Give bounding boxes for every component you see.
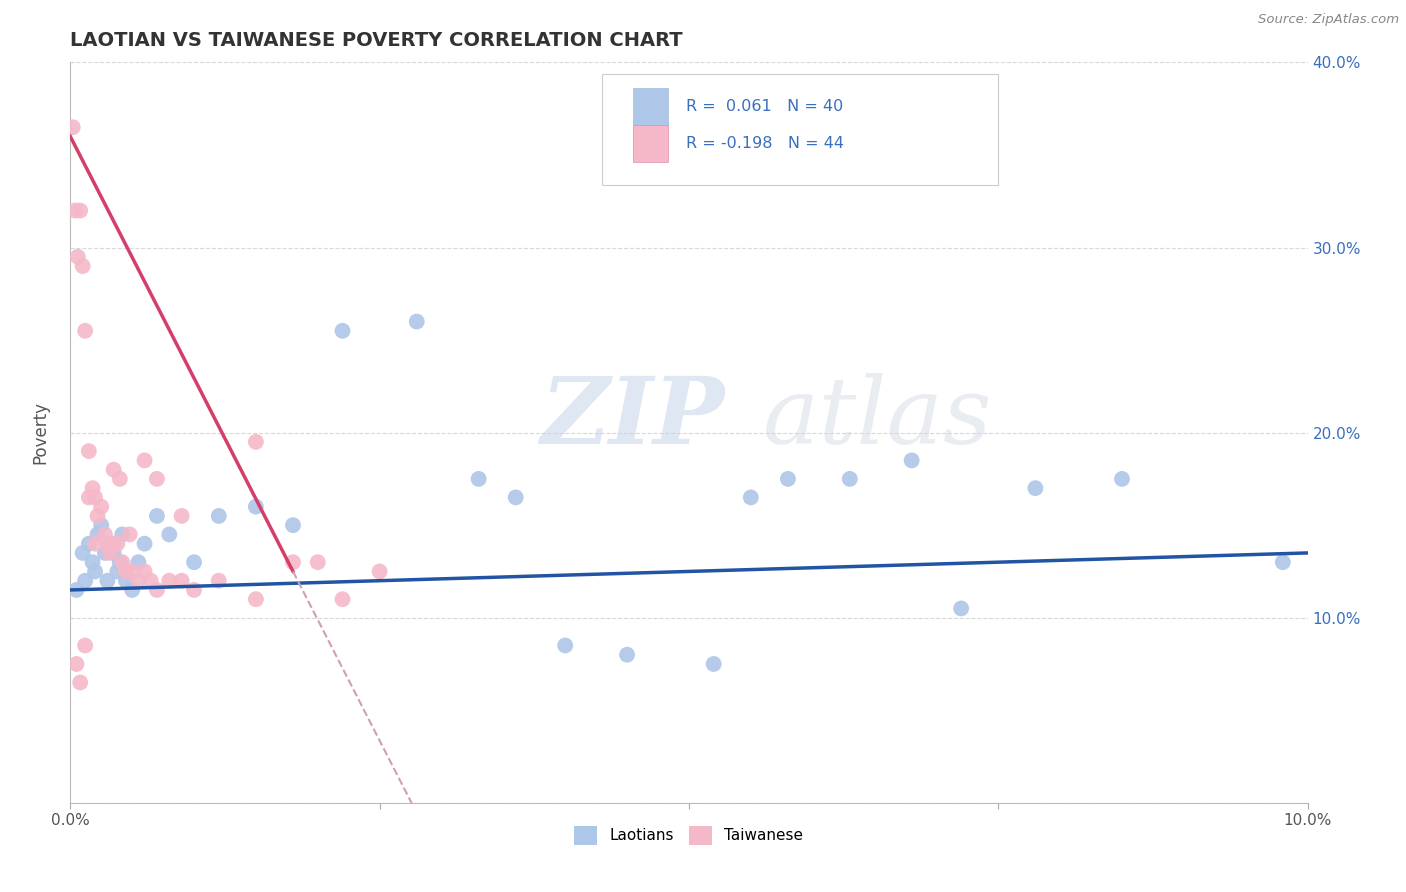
Point [62,120,84,135]
Point [134,536,156,550]
Point [94,546,117,560]
Point [77,444,100,458]
Text: atlas: atlas [763,373,993,463]
Point [82,481,104,495]
Point [776,472,799,486]
Point [75,639,97,653]
Point [245,592,267,607]
Point [703,657,725,671]
Point [139,574,162,588]
Point [69,675,91,690]
Point [111,555,134,569]
FancyBboxPatch shape [602,73,998,185]
Point [69,203,91,218]
Point [90,518,112,533]
Point [98,546,121,560]
Point [183,555,205,569]
Point [65,203,87,218]
Point [98,536,121,550]
Point [368,565,391,579]
Point [127,574,149,588]
Point [65,657,87,671]
Text: LAOTIAN VS TAIWANESE POVERTY CORRELATION CHART: LAOTIAN VS TAIWANESE POVERTY CORRELATION… [70,30,683,50]
Point [332,324,354,338]
FancyBboxPatch shape [633,126,668,162]
Point [554,639,576,653]
Point [1271,555,1294,569]
Point [77,536,100,550]
Point [105,536,128,550]
Point [86,527,108,541]
Text: R =  0.061   N = 40: R = 0.061 N = 40 [686,99,844,114]
Text: ZIP: ZIP [540,373,724,463]
Point [405,314,427,328]
Point [208,508,231,523]
Point [245,434,267,449]
Point [82,555,104,569]
Point [103,546,125,560]
Point [616,648,638,662]
Point [950,601,973,615]
Legend: Laotians, Taiwanese: Laotians, Taiwanese [568,820,810,851]
Point [157,574,180,588]
Point [281,555,304,569]
Point [121,565,143,579]
Point [146,508,169,523]
Point [75,574,97,588]
Text: Source: ZipAtlas.com: Source: ZipAtlas.com [1258,13,1399,27]
Point [281,518,304,533]
Point [72,546,94,560]
Point [96,536,118,550]
Point [84,565,107,579]
Point [94,527,117,541]
Point [1111,472,1133,486]
Point [900,453,922,467]
Point [332,592,354,607]
Point [157,527,180,541]
Point [108,472,131,486]
Point [170,508,193,523]
Point [146,472,169,486]
FancyBboxPatch shape [633,88,668,126]
Point [115,574,138,588]
Point [740,491,762,505]
Point [146,582,169,597]
Point [77,491,100,505]
Y-axis label: Poverty: Poverty [31,401,49,464]
Point [121,582,143,597]
Point [208,574,231,588]
Point [115,565,138,579]
Point [118,527,141,541]
Point [134,565,156,579]
Text: R = -0.198   N = 44: R = -0.198 N = 44 [686,136,845,152]
Point [111,527,134,541]
Point [65,582,87,597]
Point [90,500,112,514]
Point [1024,481,1046,495]
Point [66,250,89,264]
Point [105,565,128,579]
Point [96,574,118,588]
Point [103,536,125,550]
Point [245,500,267,514]
Point [127,555,149,569]
Point [307,555,329,569]
Point [134,453,156,467]
Point [86,508,108,523]
Point [72,259,94,273]
Point [84,491,107,505]
Point [838,472,860,486]
Point [467,472,489,486]
Point [183,582,205,597]
Point [108,555,131,569]
Point [505,491,527,505]
Point [103,462,125,476]
Point [75,324,97,338]
Point [170,574,193,588]
Point [84,536,107,550]
